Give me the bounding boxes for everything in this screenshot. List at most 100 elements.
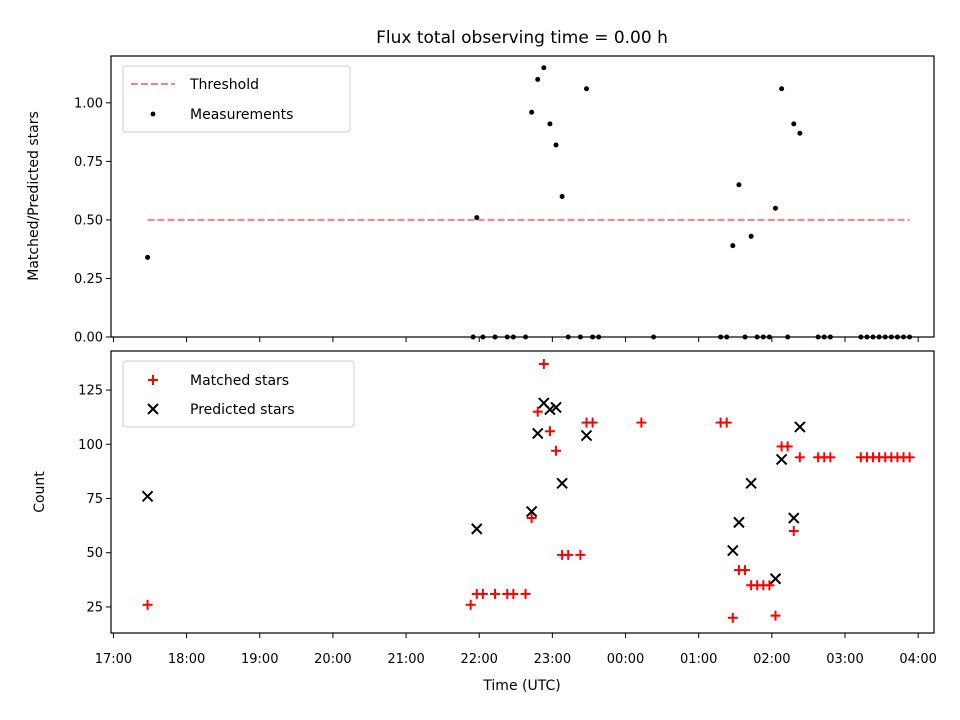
measurement-point [145,254,151,260]
matched-star-point [575,549,586,560]
matched-star-point [520,588,531,599]
matched-star-point [740,565,751,576]
measurement-point [736,182,742,188]
measurement-point [529,109,535,115]
predicted-star-point [532,427,544,440]
matched-star-point [782,441,793,452]
x-tick-label-21-00: 21:00 [387,652,424,667]
measurement-point [553,142,559,148]
x-tick-label-04-00: 04:00 [899,652,936,667]
matched-star-point [636,417,647,428]
measurement-point [559,194,565,199]
matched-star-point [587,417,598,428]
x-tick-label-22-00: 22:00 [460,652,497,667]
ratio-plot-frame [110,55,935,338]
matched-star-point [490,588,501,599]
measurement-point [797,130,803,136]
matched-star-point [721,417,732,428]
predicted-star-point [544,403,556,416]
ratio-y-tick-label: 0.25 [74,272,103,287]
predicted-star-point [745,477,757,490]
count-legend-frame [122,360,355,428]
ratio-y-tick-label: 0.00 [74,331,103,346]
matched-star-point [544,426,555,437]
predicted-star-point [775,453,788,466]
measurement-point [541,65,547,71]
matched-star-point [508,588,519,599]
measurement-point [730,243,736,249]
ratio-legend-frame [122,65,351,133]
predicted-star-point [141,490,154,503]
count-y-tick-label: 25 [86,600,103,615]
predicted-star-point [556,477,568,490]
measurement-point [772,205,778,211]
matched-star-point [825,452,836,463]
matched-star-point [904,452,915,463]
legend-measurements-label: Measurements [190,107,293,123]
x-axis-label: Time (UTC) [482,678,560,694]
ratio-x-ticks [112,337,919,342]
matched-star-point [538,359,549,370]
count-y-tick-label: 50 [86,546,103,561]
x-tick-label-18-00: 18:00 [168,652,205,667]
measurement-point [748,233,754,239]
matched-star-point [794,452,805,463]
x-tick-label-17-00: 17:00 [95,652,132,667]
matched-star-point [764,580,775,591]
matched-star-point [532,406,543,417]
count-plot-frame [110,350,935,634]
ratio-y-ticks: 0.00 0.25 0.50 0.75 1.00 [74,96,111,346]
ratio-y-tick-label: 0.75 [74,155,103,170]
x-tick-label-19-00: 19:00 [241,652,278,667]
matched-star-point [465,599,476,610]
measurement-point [791,121,797,127]
measurement-point [474,215,480,221]
matched-star-point [563,549,574,560]
ratio-legend: Threshold Measurements [122,65,351,133]
measurement-point [779,86,785,92]
chart-title: Flux total observing time = 0.00 h [376,28,668,48]
x-tick-label-03-00: 03:00 [826,652,863,667]
legend-measurements-swatch [150,111,156,117]
matched-star-point [551,445,562,456]
predicted-star-point [471,523,483,535]
legend-predicted-swatch [147,403,159,415]
predicted-star-point [525,505,538,518]
matched-star-point [142,599,153,610]
ratio-y-tick-label: 1.00 [74,96,103,111]
count-panel: 25 50 75 100 125 17:00 18:00 19:00 20:00 21:00 22… [32,350,937,694]
count-y-ticks: 25 50 75 100 125 [78,384,111,615]
legend-matched-swatch [148,375,158,385]
predicted-star-point [733,516,745,529]
count-y-tick-label: 75 [86,492,103,507]
predicted-star-point [794,421,806,433]
predicted-star-point [727,544,739,557]
x-tick-label-00-00: 00:00 [607,652,644,667]
matched-star-point [526,513,537,524]
count-points [141,359,915,623]
predicted-star-point [788,512,800,524]
matched-star-point [788,526,799,537]
matched-star-point [727,612,738,623]
ratio-panel: 0.00 0.25 0.50 0.75 1.00 Matched/Predicted s… [26,55,935,346]
count-y-tick-label: 125 [78,384,103,399]
count-y-tick-label: 100 [78,438,103,453]
measurement-point [535,76,541,82]
x-tick-label-23-00: 23:00 [534,652,571,667]
measurement-point [584,86,590,92]
x-tick-label-20-00: 20:00 [314,652,351,667]
x-tick-label-01-00: 01:00 [680,652,717,667]
x-tick-label-02-00: 02:00 [753,652,790,667]
legend-matched-label: Matched stars [190,373,289,389]
legend-threshold-label: Threshold [189,77,259,93]
count-y-axis-label: Count [32,471,48,513]
ratio-y-axis-label: Matched/Predicted stars [26,111,42,281]
predicted-star-point [550,401,562,414]
predicted-star-point [769,573,782,585]
count-legend: Matched stars Predicted stars [122,360,355,428]
predicted-star-point [580,429,593,442]
matched-star-point [477,588,488,599]
count-x-ticks: 17:00 18:00 19:00 20:00 21:00 22:00 23:00 00:00… [95,633,937,667]
measurement-point [547,121,553,127]
